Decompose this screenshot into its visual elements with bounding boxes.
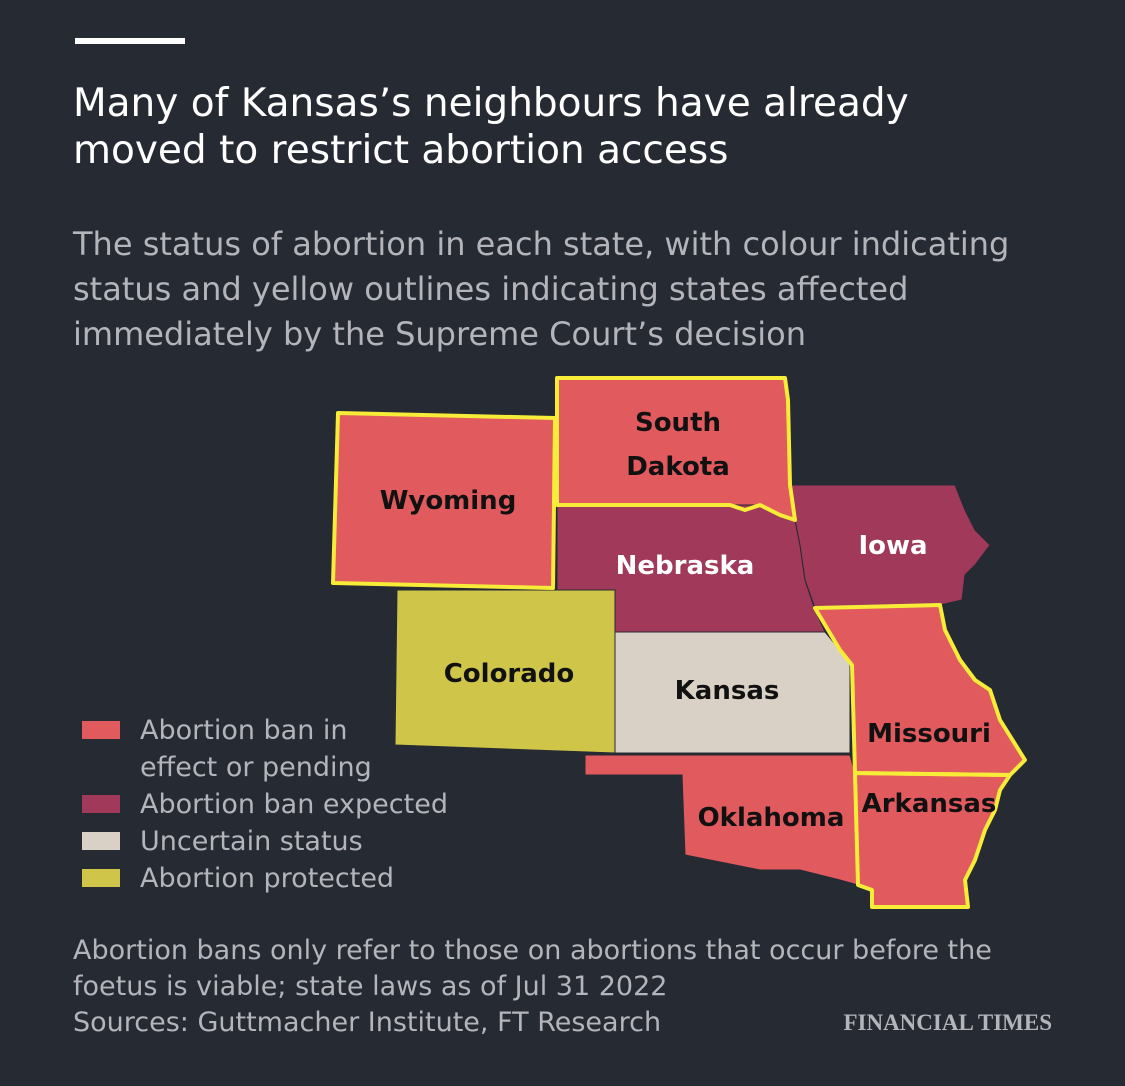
state-outline bbox=[853, 771, 1012, 909]
legend-swatch bbox=[82, 721, 120, 739]
state-outline bbox=[555, 376, 797, 522]
legend-swatch bbox=[82, 795, 120, 813]
legend-swatch bbox=[82, 869, 120, 887]
legend-label: Uncertain status bbox=[140, 826, 363, 857]
state-label: Missouri bbox=[867, 719, 991, 749]
state-label: South Dakota bbox=[626, 408, 730, 482]
subtitle: The status of abortion in each state, wi… bbox=[73, 225, 1010, 353]
legend-item: Abortion ban in effect or pending bbox=[82, 712, 502, 786]
title: Many of Kansas’s neighbours have already… bbox=[73, 81, 909, 173]
state-label: Oklahoma bbox=[697, 803, 845, 833]
legend: Abortion ban in effect or pending Abortio… bbox=[82, 712, 502, 897]
state-label: Kansas bbox=[674, 676, 780, 706]
states bbox=[331, 376, 1027, 909]
legend-swatch bbox=[82, 832, 120, 850]
legend-item: Uncertain status bbox=[82, 823, 502, 860]
state-outline bbox=[813, 603, 1027, 777]
state-shape bbox=[789, 484, 991, 609]
legend-label: Abortion protected bbox=[140, 863, 395, 894]
state-label: Colorado bbox=[443, 659, 575, 689]
footnote: Abortion bans only refer to those on abo… bbox=[73, 935, 992, 1002]
state-label: Iowa bbox=[858, 531, 928, 561]
state-label: Arkansas bbox=[861, 789, 997, 819]
legend-label: Abortion ban expected bbox=[140, 789, 448, 820]
legend-item: Abortion protected bbox=[82, 860, 502, 897]
top-rule bbox=[75, 38, 185, 44]
source: Sources: Guttmacher Institute, FT Resear… bbox=[73, 1007, 662, 1038]
state-label: Nebraska bbox=[615, 551, 755, 581]
legend-label: Abortion ban in effect or pending bbox=[140, 715, 372, 783]
state-outline bbox=[331, 411, 557, 590]
brand: FINANCIAL TIMES bbox=[843, 1010, 1052, 1035]
state-label: Wyoming bbox=[379, 486, 517, 516]
legend-item: Abortion ban expected bbox=[82, 786, 502, 823]
